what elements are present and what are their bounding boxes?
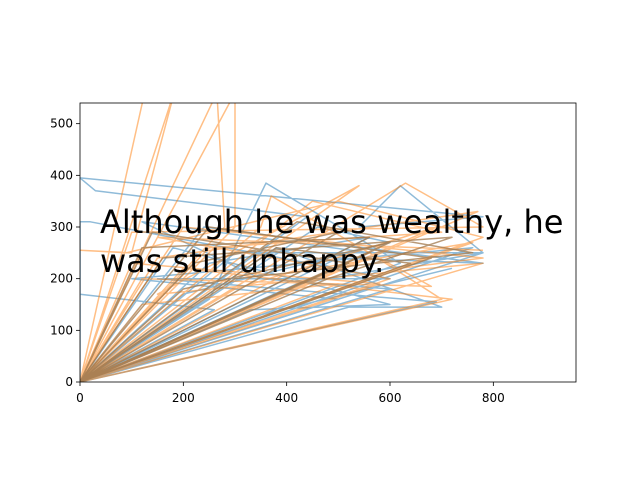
y-tick-label: 500 [50, 117, 73, 131]
x-axis: 0 200 400 600 800 [76, 382, 505, 405]
y-tick-label: 0 [65, 375, 73, 389]
x-tick-label: 200 [172, 391, 195, 405]
series-line-3 [80, 221, 474, 382]
y-tick-label: 100 [50, 323, 73, 337]
y-tick-label: 400 [50, 168, 73, 182]
annotation-line-1: Although he was wealthy, he [100, 203, 563, 241]
y-tick-label: 200 [50, 272, 73, 286]
series-layer [80, 103, 484, 382]
x-tick-label: 800 [482, 391, 505, 405]
plot-frame [79, 102, 577, 383]
x-tick-label: 600 [379, 391, 402, 405]
series-line-2 [80, 103, 484, 382]
x-tick-label: 400 [275, 391, 298, 405]
annotation-line-2: was still unhappy. [100, 242, 384, 280]
y-axis: 0 100 200 300 400 500 [50, 117, 80, 389]
x-tick-label: 0 [76, 391, 84, 405]
y-tick-label: 300 [50, 220, 73, 234]
